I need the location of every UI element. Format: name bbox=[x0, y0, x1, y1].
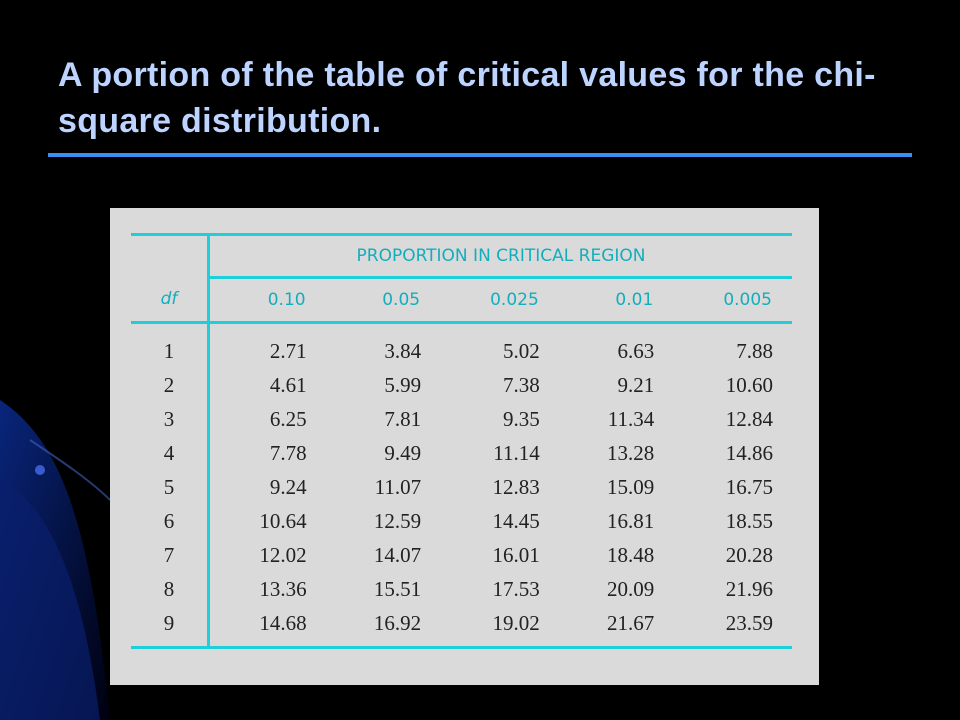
value-cell: 13.36 bbox=[259, 576, 307, 601]
value-cell: 11.07 bbox=[374, 474, 422, 499]
df-cell: 9 bbox=[131, 606, 210, 640]
value-cell: 21.96 bbox=[725, 576, 773, 601]
df-cell: 2 bbox=[131, 368, 210, 402]
table-row: 7 12.02 14.07 16.01 18.48 20.28 bbox=[131, 538, 792, 572]
chi-square-critical-values-table: PROPORTION IN CRITICAL REGION df 0.10 0.… bbox=[131, 233, 792, 649]
value-cell: 7.81 bbox=[384, 406, 422, 431]
df-cell: 5 bbox=[131, 470, 210, 504]
df-cell: 4 bbox=[131, 436, 210, 470]
table-row: 3 6.25 7.81 9.35 11.34 12.84 bbox=[131, 402, 792, 436]
table-row: 5 9.24 11.07 12.83 15.09 16.75 bbox=[131, 470, 792, 504]
df-cell: 8 bbox=[131, 572, 210, 606]
value-cell: 12.83 bbox=[492, 474, 540, 499]
value-cell: 7.38 bbox=[503, 372, 540, 397]
value-cell: 13.28 bbox=[607, 440, 655, 465]
value-cell: 12.02 bbox=[259, 542, 307, 567]
slide-title: A portion of the table of critical value… bbox=[58, 56, 876, 140]
value-cell: 12.84 bbox=[725, 406, 773, 431]
value-cell: 2.71 bbox=[269, 338, 307, 363]
value-cell: 11.14 bbox=[493, 440, 540, 465]
table-top-rule bbox=[131, 233, 792, 237]
table-row: 1 2.71 3.84 5.02 6.63 7.88 bbox=[131, 334, 792, 368]
value-cell: 16.01 bbox=[492, 542, 540, 567]
df-cell: 1 bbox=[131, 334, 210, 368]
df-cell: 3 bbox=[131, 402, 210, 436]
value-cell: 9.21 bbox=[617, 372, 655, 397]
value-cell: 7.78 bbox=[269, 440, 307, 465]
column-header: 0.005 bbox=[673, 277, 792, 324]
value-cell: 16.92 bbox=[373, 610, 422, 635]
value-cell: 9.24 bbox=[269, 474, 307, 499]
value-cell: 11.34 bbox=[607, 406, 655, 431]
value-cell: 18.55 bbox=[725, 508, 773, 533]
value-cell: 9.35 bbox=[503, 406, 540, 431]
table-bottom-rule bbox=[131, 640, 792, 649]
table-row: 4 7.78 9.49 11.14 13.28 14.86 bbox=[131, 436, 792, 470]
group-header: PROPORTION IN CRITICAL REGION bbox=[208, 236, 792, 279]
group-header-row: PROPORTION IN CRITICAL REGION bbox=[131, 236, 792, 279]
value-cell: 15.51 bbox=[373, 576, 422, 601]
value-cell: 12.59 bbox=[373, 508, 422, 533]
value-cell: 18.48 bbox=[607, 542, 655, 567]
value-cell: 10.60 bbox=[725, 372, 773, 397]
df-column-header: df bbox=[131, 277, 210, 324]
value-cell: 6.25 bbox=[269, 406, 307, 431]
column-header: 0.10 bbox=[208, 277, 326, 324]
value-cell: 3.84 bbox=[384, 338, 422, 363]
value-cell: 7.88 bbox=[736, 338, 773, 363]
df-cell: 6 bbox=[131, 504, 210, 538]
value-cell: 6.63 bbox=[617, 338, 655, 363]
value-cell: 19.02 bbox=[492, 610, 540, 635]
column-header: 0.01 bbox=[558, 277, 674, 324]
column-header: 0.05 bbox=[325, 277, 441, 324]
title-underline bbox=[48, 153, 912, 157]
value-cell: 16.75 bbox=[725, 474, 773, 499]
value-cell: 15.09 bbox=[607, 474, 655, 499]
value-cell: 17.53 bbox=[492, 576, 540, 601]
value-cell: 5.99 bbox=[384, 372, 422, 397]
df-cell: 7 bbox=[131, 538, 210, 572]
table-row: 8 13.36 15.51 17.53 20.09 21.96 bbox=[131, 572, 792, 606]
table-row: 9 14.68 16.92 19.02 21.67 23.59 bbox=[131, 606, 792, 640]
value-cell: 23.59 bbox=[725, 610, 773, 635]
value-cell: 4.61 bbox=[269, 372, 307, 397]
table-panel: PROPORTION IN CRITICAL REGION df 0.10 0.… bbox=[110, 208, 819, 685]
column-header-row: df 0.10 0.05 0.025 0.01 0.005 bbox=[131, 277, 792, 324]
table-row: 2 4.61 5.99 7.38 9.21 10.60 bbox=[131, 368, 792, 402]
value-cell: 16.81 bbox=[607, 508, 655, 533]
value-cell: 14.68 bbox=[259, 610, 307, 635]
value-cell: 20.28 bbox=[725, 542, 773, 567]
value-cell: 10.64 bbox=[259, 508, 307, 533]
table-row: 6 10.64 12.59 14.45 16.81 18.55 bbox=[131, 504, 792, 538]
value-cell: 21.67 bbox=[607, 610, 655, 635]
value-cell: 14.86 bbox=[725, 440, 773, 465]
value-cell: 9.49 bbox=[384, 440, 422, 465]
value-cell: 14.07 bbox=[373, 542, 422, 567]
column-header: 0.025 bbox=[440, 277, 559, 324]
value-cell: 5.02 bbox=[503, 338, 540, 363]
spacer-row bbox=[131, 322, 792, 334]
stub-header-cell bbox=[131, 236, 210, 278]
value-cell: 14.45 bbox=[492, 508, 540, 533]
value-cell: 20.09 bbox=[607, 576, 655, 601]
